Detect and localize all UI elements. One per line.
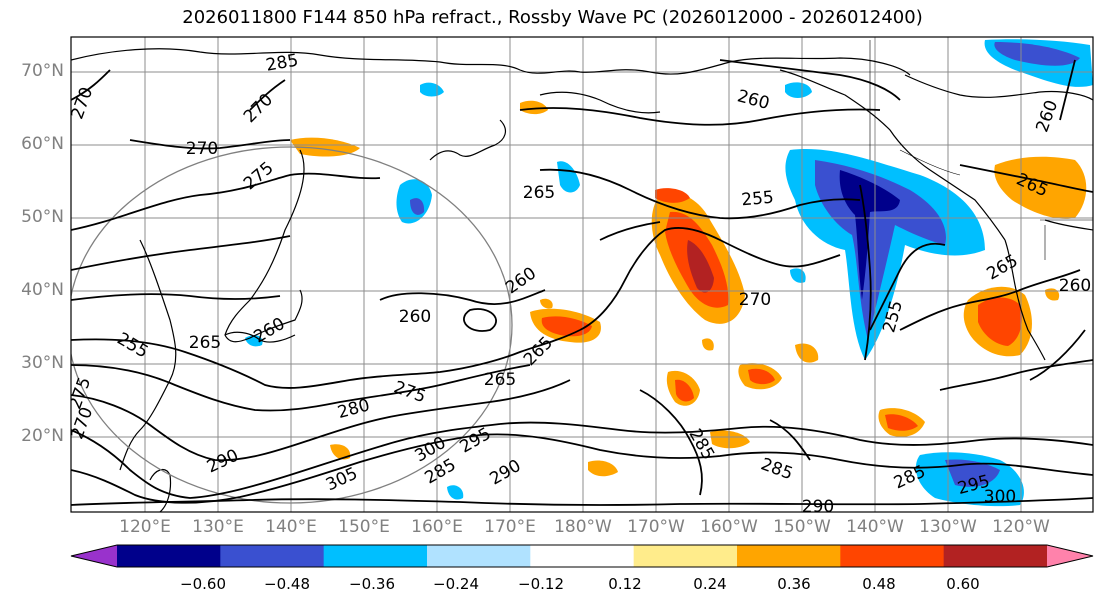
contour-label: 260 (1059, 276, 1091, 296)
contour-label: 265 (189, 333, 221, 353)
colorbar-cell (737, 545, 841, 567)
lon-label-160e: 160°E (411, 517, 463, 537)
lon-label-180w: 180°W (554, 517, 612, 537)
contour-label: 270 (739, 290, 771, 310)
colorbar-cell (530, 545, 635, 567)
lon-label-170e: 170°E (484, 517, 536, 537)
lon-label-150e: 150°E (338, 517, 390, 537)
lat-label-40n: 40°N (21, 280, 64, 300)
lon-label-140e: 140°E (265, 517, 317, 537)
colorbar-tick: −0.36 (349, 575, 395, 593)
lon-label-130e: 130°E (192, 517, 244, 537)
lat-label-60n: 60°N (21, 134, 64, 154)
lon-label-150w: 150°W (773, 517, 831, 537)
colorbar-tick: 0.36 (777, 575, 811, 593)
colorbar-cell (633, 545, 738, 567)
colorbar-tick: −0.24 (433, 575, 479, 593)
lon-label-160w: 160°W (700, 517, 758, 537)
contour-label: 265 (523, 183, 555, 203)
range-circle (71, 146, 513, 504)
colorbar-extend-high (1047, 545, 1093, 567)
colorbar-cell (117, 545, 221, 567)
map-frame (70, 36, 1094, 513)
colorbar-cell (323, 545, 428, 567)
borders (869, 40, 1093, 260)
colorbar-extend-low (71, 545, 117, 567)
map-title: 2026011800 F144 850 hPa refract., Rossby… (182, 7, 923, 28)
colorbar-tick: −0.48 (264, 575, 310, 593)
contour-label: 260 (399, 307, 431, 327)
colorbar-tick: 0.12 (608, 575, 642, 593)
lon-label-130w: 130°W (919, 517, 977, 537)
contour-label: 270 (186, 139, 218, 159)
lat-label-20n: 20°N (21, 426, 64, 446)
lon-label-120e: 120°E (119, 517, 171, 537)
colorbar-cell (427, 545, 531, 567)
contour-label: 265 (484, 370, 516, 390)
colorbar-tick: −0.60 (180, 575, 226, 593)
colorbar-tick: −0.12 (518, 575, 564, 593)
colorbar-tick: 0.60 (946, 575, 980, 593)
temperature-contours (71, 59, 1093, 506)
lon-label-140w: 140°W (846, 517, 904, 537)
colorbar-tick: 0.48 (862, 575, 896, 593)
colorbar-tick: 0.24 (693, 575, 727, 593)
colorbar-outline (70, 544, 1094, 568)
graticule (71, 37, 1093, 512)
lon-label-170w: 170°W (627, 517, 685, 537)
contour-label: 290 (802, 497, 834, 517)
lat-label-30n: 30°N (21, 353, 64, 373)
colorbar-cell (220, 545, 325, 567)
map-background (71, 37, 1093, 512)
colorbar-cell (840, 545, 945, 567)
lat-label-50n: 50°N (21, 207, 64, 227)
lon-label-120w: 120°W (992, 517, 1050, 537)
contour-label: 300 (984, 487, 1016, 507)
colorbar-cells (71, 545, 1093, 567)
colorbar-cell (943, 545, 1048, 567)
contour-label: 255 (741, 188, 775, 211)
lat-label-70n: 70°N (21, 61, 64, 81)
